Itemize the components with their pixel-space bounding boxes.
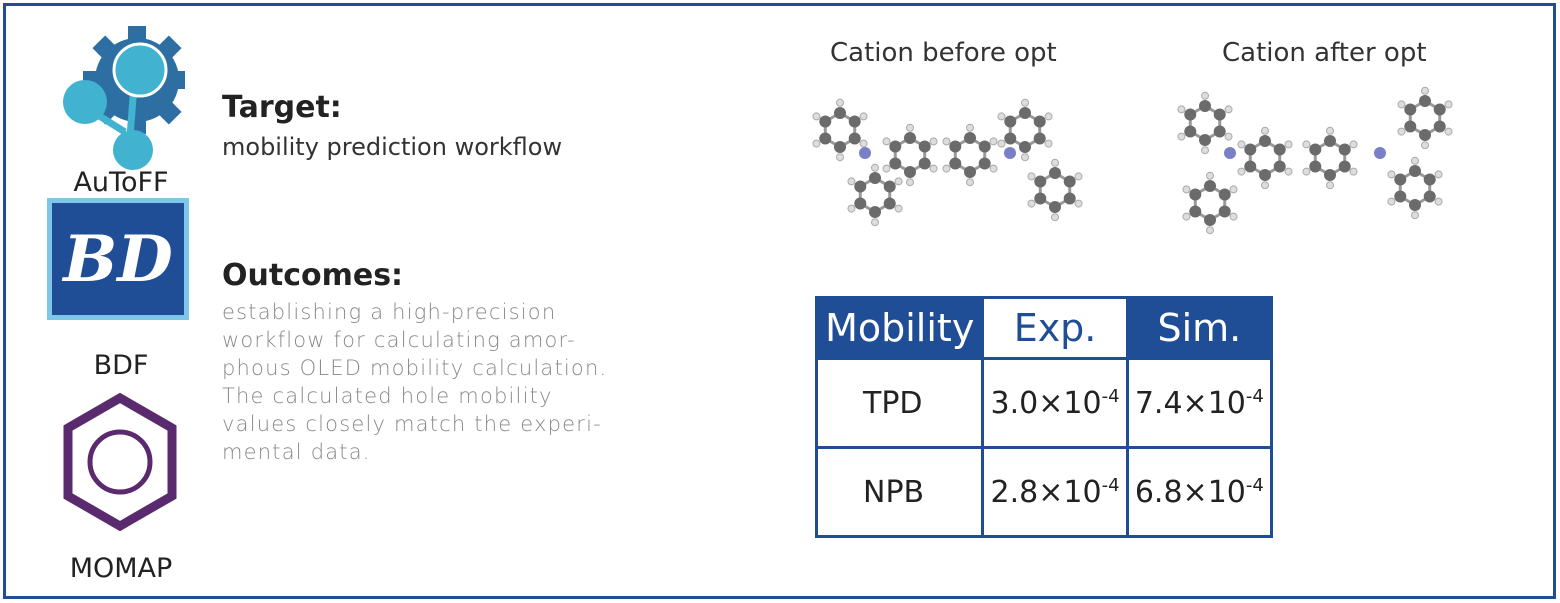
target-text: mobility prediction workflow [222,133,563,161]
mobility-table: Mobility Exp. Sim. TPD 3.0×10-4 7.4×10-4… [814,296,1274,538]
target-heading: Target: [222,90,342,125]
header-sim: Sim. [1125,296,1274,360]
nitrogen-atom [859,147,871,159]
nitrogen-atom [1004,147,1016,159]
molecule-title-before: Cation before opt [830,38,1057,68]
nitrogen-atom [1224,147,1236,159]
header-mobility: Mobility [814,296,985,360]
logo-label-bdf: BDF [93,350,149,381]
logo-label-momap: MOMAP [69,553,173,584]
table-row: TPD 3.0×10-4 7.4×10-4 [814,357,1274,449]
nitrogen-atom [1374,147,1386,159]
hexagon-ring-icon [63,392,177,532]
molecule-title-after: Cation after opt [1222,38,1427,68]
molecule-before-image [812,98,1083,227]
logo-label-autoff: AuToFF [73,167,169,198]
bdf-logo-icon: BD [47,198,189,320]
header-exp: Exp. [981,296,1129,360]
molecule-after-image [1177,86,1453,235]
outcomes-text: establishing a high-precision workflow f… [222,300,608,464]
table-row: NPB 2.8×10-4 6.8×10-4 [814,446,1274,538]
frame [3,3,1556,599]
gear-network-icon [63,26,185,170]
outcomes-heading: Outcomes: [222,258,404,293]
